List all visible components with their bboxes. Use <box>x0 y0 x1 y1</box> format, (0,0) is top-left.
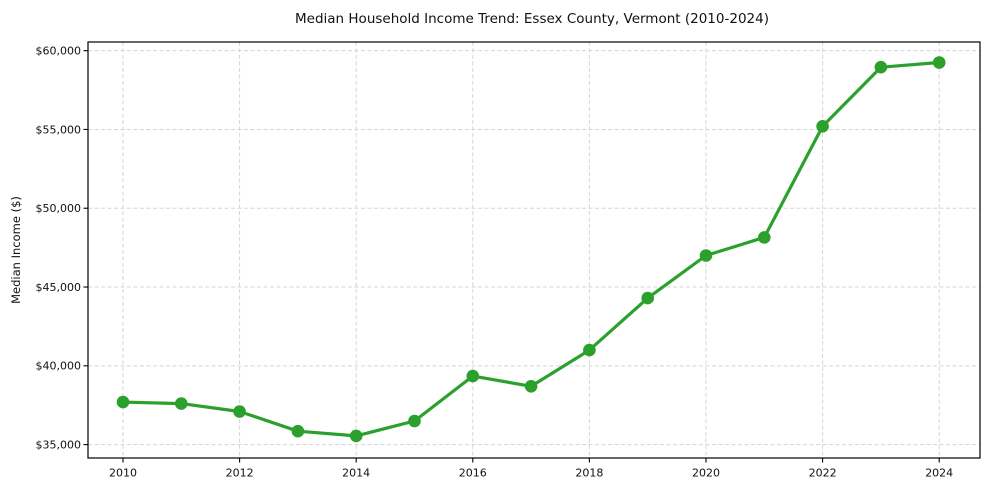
y-tick-label: $60,000 <box>36 45 82 58</box>
x-tick-label: 2012 <box>226 467 254 480</box>
income-trend-line <box>121 60 941 438</box>
data-point-marker <box>408 414 421 428</box>
data-point-marker <box>291 424 305 438</box>
plot-area: $35,000 $40,000 $45,000 $50,000 $55,000 $60,0… <box>36 42 980 480</box>
x-tick-label: 2020 <box>692 467 720 480</box>
y-axis-label: Median Income ($) <box>9 196 23 304</box>
x-tick-label: 2016 <box>459 467 487 480</box>
data-point-marker <box>874 60 888 74</box>
data-point-marker <box>466 369 480 383</box>
x-tick-label: 2022 <box>809 467 837 480</box>
plot-border <box>87 41 981 459</box>
data-point-marker <box>583 343 596 357</box>
x-tick-label: 2014 <box>342 467 370 480</box>
x-tick-label: 2024 <box>925 467 953 480</box>
data-point-marker <box>932 56 946 69</box>
data-point-marker <box>758 231 771 244</box>
y-tick-label: $35,000 <box>36 439 82 452</box>
y-tick-label: $55,000 <box>36 123 82 136</box>
y-tick-label: $50,000 <box>36 202 82 215</box>
data-point-marker <box>175 397 188 410</box>
data-point-marker <box>524 380 538 393</box>
data-point-marker <box>233 405 246 418</box>
data-point-marker <box>699 249 713 262</box>
chart-title: Median Household Income Trend: Essex Cou… <box>295 11 769 27</box>
data-point-marker <box>116 395 130 409</box>
y-tick-label: $45,000 <box>36 281 82 294</box>
data-point-marker <box>816 120 829 133</box>
y-tick-label: $40,000 <box>36 360 82 373</box>
data-point-marker <box>349 429 363 443</box>
x-tick-label: 2018 <box>575 467 603 480</box>
data-point-marker <box>641 291 654 305</box>
x-tick-label: 2010 <box>109 467 137 480</box>
